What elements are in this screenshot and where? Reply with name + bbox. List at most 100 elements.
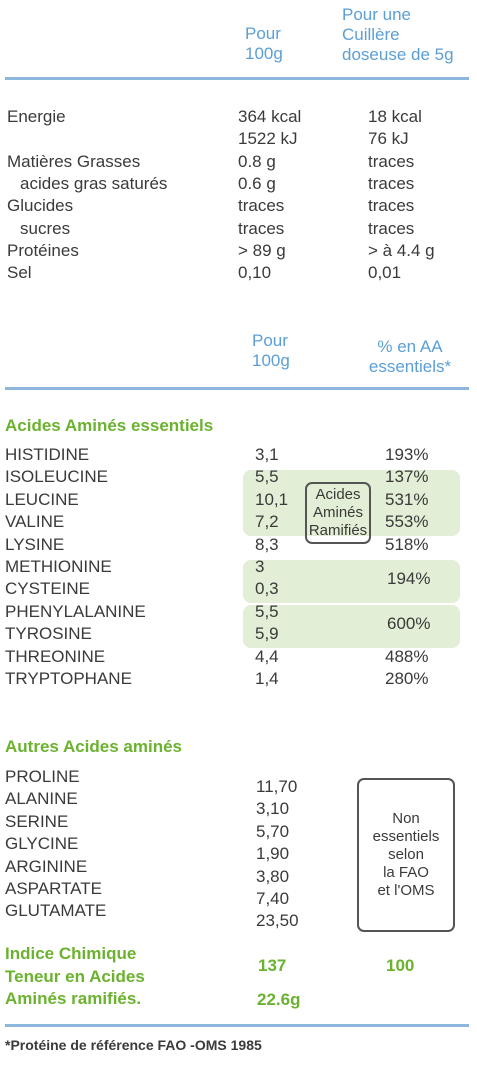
badge-text: Acides — [315, 486, 361, 504]
amino-percent: 137% — [385, 467, 429, 487]
amino-name: ISOLEUCINE — [5, 467, 108, 487]
amino-name: THREONINE — [5, 646, 106, 666]
note-text: et l'OMS — [377, 882, 435, 899]
amino-value: 5,5 — [255, 467, 279, 487]
amino-name: HISTIDINE — [5, 445, 90, 464]
note-text: la FAO — [383, 864, 429, 881]
amino-value: 3 — [255, 557, 265, 576]
amino-value: 11,70 — [256, 777, 298, 796]
nutrient-value: > à 4.4 g — [368, 240, 435, 260]
nutrient-value: 364 kcal — [238, 107, 302, 126]
nutrient-value: traces — [238, 218, 285, 238]
nutrient-label: Protéines — [7, 240, 79, 260]
nutrient-value: traces — [238, 196, 285, 216]
amino-percent: 488% — [385, 646, 429, 666]
amino-value: 3,10 — [256, 799, 290, 819]
divider — [5, 77, 469, 80]
summary-value: 100 — [386, 956, 415, 975]
summary-value: 22.6g — [257, 990, 301, 1009]
nutrient-value: 0.6 g — [238, 173, 276, 193]
column-header: Cuillère — [342, 25, 400, 44]
amino-percent: 531% — [385, 489, 429, 509]
highlight — [243, 560, 460, 603]
amino-name: CYSTEINE — [5, 579, 91, 599]
nutrient-label: acides gras saturés — [20, 173, 168, 193]
highlight — [243, 470, 460, 536]
nutrient-value: 18 kcal — [368, 107, 422, 126]
divider — [5, 1024, 469, 1027]
amino-percent: 193% — [385, 445, 429, 464]
amino-value: 8,3 — [255, 534, 279, 554]
amino-name: VALINE — [5, 512, 65, 532]
summary-label: Indice Chimique — [5, 944, 137, 963]
note-text: selon — [388, 846, 424, 863]
note-text: Non — [392, 810, 420, 827]
section-title: Acides Aminés essentiels — [5, 416, 214, 435]
amino-value: 3,80 — [256, 866, 290, 886]
divider — [5, 387, 469, 390]
amino-name: TYROSINE — [5, 624, 92, 644]
badge: Acides Aminés Ramifiés — [305, 482, 371, 545]
amino-name: LYSINE — [5, 534, 65, 554]
amino-value: 3,1 — [255, 445, 279, 464]
nutrient-label: Sel — [7, 263, 32, 283]
column-header-group: % en AA essentiels* — [352, 337, 468, 377]
nutrient-value: 1522 kJ — [238, 129, 298, 149]
amino-name: PROLINE — [5, 767, 80, 786]
amino-value: 10,1 — [255, 489, 289, 509]
amino-value: 1,4 — [255, 669, 279, 688]
amino-percent: 600% — [387, 614, 431, 634]
column-header: Pour — [245, 24, 281, 43]
column-header: 100g — [245, 44, 283, 63]
nutrient-value: traces — [368, 151, 415, 171]
amino-value: 7,40 — [256, 889, 290, 908]
nutrient-value: > 89 g — [238, 240, 286, 260]
summary-label: Aminés ramifiés. — [5, 989, 142, 1008]
section-title: Autres Acides aminés — [5, 737, 182, 756]
nutrient-label: Matières Grasses — [7, 151, 141, 171]
nutrient-value: traces — [368, 218, 415, 238]
amino-value: 5,9 — [255, 624, 279, 644]
column-header: 100g — [252, 351, 290, 370]
amino-value: 7,2 — [255, 512, 279, 532]
note-text: essentiels — [372, 828, 440, 845]
nutrient-label: Energie — [7, 107, 66, 126]
amino-percent: 553% — [385, 512, 429, 532]
badge-text: Aminés — [312, 504, 364, 522]
footnote: *Protéine de référence FAO -OMS 1985 — [5, 1037, 262, 1053]
nutrient-label: sucres — [20, 218, 71, 238]
amino-name: TRYPTOPHANE — [5, 669, 132, 688]
amino-name: ALANINE — [5, 789, 78, 809]
nutrient-value: traces — [368, 173, 415, 193]
amino-percent: 518% — [385, 534, 429, 554]
nutrient-value: 0,10 — [238, 263, 272, 283]
amino-percent: 280% — [385, 669, 429, 688]
amino-name: SERINE — [5, 811, 69, 831]
amino-name: ARGININE — [5, 856, 88, 876]
nutrient-label: Glucides — [7, 196, 74, 216]
amino-value: 5,5 — [255, 601, 279, 621]
column-header: doseuse de 5g — [342, 45, 454, 64]
amino-name: LEUCINE — [5, 489, 79, 509]
amino-name: ASPARTATE — [5, 879, 102, 898]
amino-value: 5,70 — [256, 821, 290, 841]
nutrient-value: 0,01 — [368, 263, 402, 283]
nutrient-value: 0.8 g — [238, 151, 276, 171]
amino-percent: 194% — [387, 569, 431, 589]
nutrient-value: 76 kJ — [368, 129, 409, 149]
summary-value: 137 — [258, 956, 287, 975]
amino-value: 4,4 — [255, 646, 279, 666]
column-header: Pour une — [342, 5, 411, 24]
badge-text: Ramifiés — [308, 522, 368, 540]
column-header: % en AA — [377, 337, 443, 356]
nutrient-value: traces — [368, 196, 415, 216]
column-header: Pour — [252, 331, 288, 350]
amino-name: GLYCINE — [5, 834, 79, 854]
amino-value: 1,90 — [256, 844, 290, 864]
column-header: essentiels* — [368, 357, 452, 376]
highlight — [243, 604, 460, 648]
amino-value: 0,3 — [255, 579, 279, 599]
amino-name: PHENYLALANINE — [5, 601, 146, 621]
